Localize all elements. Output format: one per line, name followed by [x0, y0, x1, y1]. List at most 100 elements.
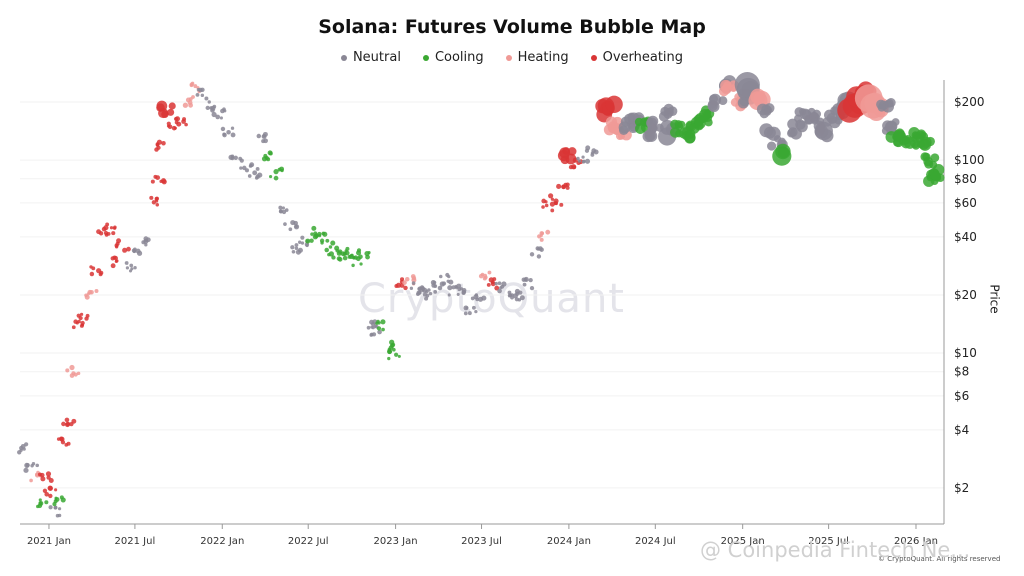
bubble-neutral	[759, 123, 774, 138]
bubble-cooling	[358, 254, 363, 260]
y-tick-label: $8	[954, 365, 969, 379]
bubble-overheating	[548, 193, 554, 199]
bubble-neutral	[133, 266, 137, 270]
bubble-neutral	[129, 263, 134, 268]
bubble-neutral	[53, 505, 58, 510]
bubble-heating	[750, 88, 766, 104]
bubble-overheating	[48, 486, 53, 491]
bubble-cooling	[359, 262, 363, 266]
bubble-neutral	[471, 305, 476, 310]
bubble-neutral	[463, 311, 468, 316]
bubble-overheating	[167, 108, 175, 116]
bubble-overheating	[544, 203, 549, 208]
legend-dot-neutral	[340, 54, 347, 61]
bubble-cooling	[893, 130, 902, 138]
bubble-overheating	[60, 440, 66, 445]
bubble-overheating	[486, 282, 491, 287]
bubble-neutral	[886, 98, 896, 108]
bubble-neutral	[24, 442, 29, 447]
bubble-cooling	[351, 263, 355, 268]
bubble-heating	[487, 270, 492, 275]
bubble-overheating	[565, 185, 570, 190]
bubble-overheating	[184, 122, 188, 127]
bubble-cooling	[44, 500, 49, 505]
bubble-neutral	[200, 93, 205, 98]
bubble-neutral	[433, 290, 438, 294]
bubble-neutral	[773, 135, 782, 143]
bubble-neutral	[130, 267, 134, 271]
y-tick-label: $20	[954, 288, 977, 302]
bubble-overheating	[166, 124, 171, 128]
legend: Neutral Cooling Heating Overheating	[0, 50, 1024, 65]
bubble-neutral	[252, 170, 258, 176]
bubble-neutral	[409, 286, 414, 291]
bubble-neutral	[294, 243, 299, 247]
bubble-cooling	[345, 246, 350, 251]
bubble-overheating	[71, 418, 77, 424]
bubble-overheating	[89, 271, 95, 277]
y-tick-label: $2	[954, 481, 969, 495]
bubble-cooling	[635, 123, 646, 134]
bubble-neutral	[144, 238, 149, 243]
bubble-neutral	[411, 281, 416, 285]
bubble-cooling	[309, 238, 314, 243]
bubble-neutral	[244, 168, 249, 173]
bubble-cooling	[340, 251, 346, 257]
bubble-neutral	[230, 132, 236, 138]
bubble-overheating	[126, 246, 131, 252]
bubble-neutral	[262, 131, 268, 137]
bubble-neutral	[230, 126, 235, 130]
bubble-heating	[84, 293, 88, 298]
bubble-heating	[188, 102, 193, 108]
bubble-neutral	[281, 209, 287, 215]
bubble-overheating	[561, 184, 566, 190]
bubble-cooling	[325, 238, 330, 243]
bubble-neutral	[439, 281, 445, 287]
bubble-overheating	[155, 175, 161, 181]
bubble-neutral	[467, 311, 472, 316]
bubble-overheating	[550, 197, 555, 201]
bubble-cooling	[387, 356, 391, 361]
bubble-neutral	[226, 129, 231, 135]
bubble-heating	[69, 364, 75, 371]
overlay-watermark: @ Coinpedia Fintech Ne...	[700, 538, 971, 562]
bubble-neutral	[256, 133, 262, 139]
bubble-neutral	[135, 248, 141, 254]
legend-item-overheating[interactable]: Overheating	[590, 50, 683, 65]
bubble-overheating	[113, 225, 117, 230]
bubble-cooling	[269, 175, 273, 179]
bubble-cooling	[54, 496, 58, 500]
bubble-overheating	[494, 285, 500, 291]
y-axis-label: Price	[987, 284, 1002, 314]
bubble-heating	[610, 124, 622, 135]
legend-item-cooling[interactable]: Cooling	[422, 50, 484, 65]
bubble-neutral	[377, 329, 382, 335]
bubble-heating	[539, 237, 544, 242]
bubble-cooling	[684, 132, 696, 144]
bubble-neutral	[125, 266, 130, 270]
bubble-overheating	[168, 102, 176, 110]
legend-item-neutral[interactable]: Neutral	[340, 50, 401, 65]
bubble-neutral	[437, 285, 443, 291]
bubble-neutral	[290, 220, 296, 226]
bubble-overheating	[71, 325, 76, 330]
bubble-neutral	[57, 507, 62, 511]
bubble-cooling	[387, 349, 393, 354]
bubble-neutral	[144, 243, 148, 247]
bubble-neutral	[295, 249, 302, 255]
legend-item-heating[interactable]: Heating	[505, 50, 569, 65]
bubble-neutral	[536, 247, 540, 251]
bubble-neutral	[424, 296, 429, 301]
bubble-overheating	[182, 117, 187, 122]
bubble-overheating	[567, 147, 577, 156]
bubble-overheating	[151, 200, 157, 205]
bubble-cooling	[268, 151, 273, 156]
bubble-cooling	[367, 251, 371, 255]
bubble-overheating	[550, 208, 555, 213]
bubble-overheating	[39, 472, 45, 478]
bubble-overheating	[61, 421, 66, 427]
bubble-overheating	[150, 179, 155, 184]
copyright-credit: © CryptoQuant. All rights reserved	[878, 555, 1001, 563]
y-tick-label: $40	[954, 230, 977, 244]
bubble-cooling	[324, 247, 329, 253]
